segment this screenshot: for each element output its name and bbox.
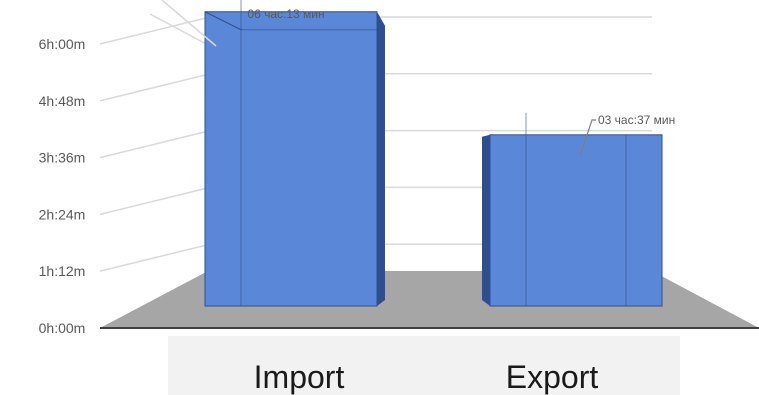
y-tick-label: 4h:48m	[39, 93, 86, 109]
bar-import	[204, 0, 385, 307]
bar-depth-edge	[204, 11, 242, 31]
wall-gridline	[99, 129, 211, 159]
y-tick-label: 0h:00m	[39, 320, 86, 336]
y-tick-label: 1h:12m	[39, 263, 86, 279]
wall-gridline	[99, 243, 211, 272]
gridlines	[99, 13, 680, 395]
wall-gridline	[99, 73, 211, 102]
data-label-leader	[161, 0, 217, 47]
bar-side	[377, 11, 385, 306]
y-tick-label: 3h:36m	[39, 150, 86, 166]
category-band	[168, 336, 680, 395]
bar-side	[482, 134, 490, 306]
category-label: Import	[254, 359, 345, 395]
bars	[204, 0, 663, 307]
y-tick-label: 6h:00m	[39, 36, 86, 52]
bar-front	[489, 134, 663, 307]
wall-gridline	[99, 186, 211, 216]
data-label: 06 час:13 мин	[247, 7, 324, 21]
data-label-leader	[579, 119, 596, 157]
bar-front	[204, 11, 378, 307]
wall-gridline	[99, 16, 211, 45]
labels: 0h:00m 1h:12m 2h:24m 3h:36m 4h:48m 6h:00m 06 ч…	[39, 0, 675, 395]
bar-export	[482, 112, 663, 307]
wall-gridline	[149, 13, 211, 47]
category-label: Export	[506, 359, 599, 395]
y-tick-label: 2h:24m	[39, 206, 86, 222]
data-label: 03 час:37 мин	[598, 113, 675, 127]
